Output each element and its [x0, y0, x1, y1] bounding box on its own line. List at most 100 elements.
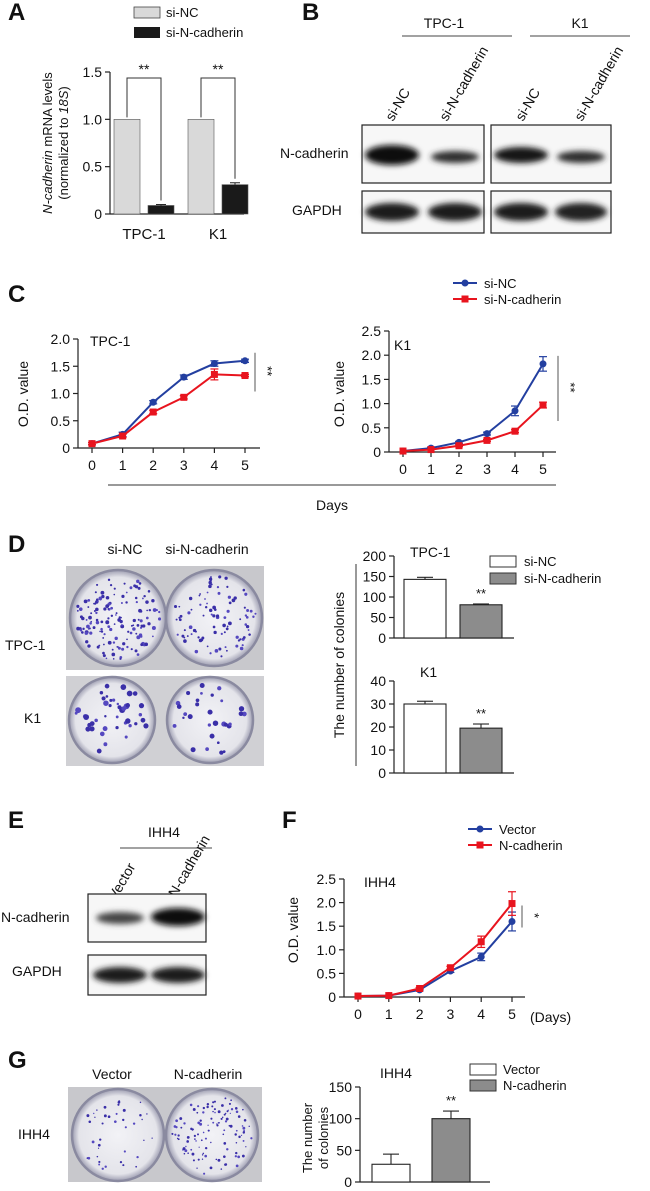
legend-swatch-si-nc — [489, 555, 517, 568]
colony — [191, 1128, 194, 1131]
bar-n-cadherin — [431, 1118, 471, 1183]
colony — [195, 1140, 197, 1142]
colony — [151, 599, 155, 603]
dish-tpc1-si-n-cadherin — [164, 568, 264, 668]
data-point-si-nc — [210, 360, 218, 368]
colony — [226, 1148, 229, 1151]
colony — [76, 604, 80, 608]
colony — [102, 654, 106, 658]
colony — [188, 596, 193, 601]
colony — [235, 644, 239, 648]
colony — [119, 619, 123, 624]
colony — [242, 636, 246, 639]
panel-c: si-NC si-N-cadherin TPC-1 K1 O.D. value … — [15, 276, 578, 513]
colony — [208, 580, 212, 585]
significance-marker: * — [527, 913, 542, 918]
colony — [103, 1105, 107, 1109]
colony — [89, 721, 95, 726]
bar-chart-tpc1: 0 50 100 150 200 ** — [363, 548, 514, 646]
colony — [138, 703, 145, 709]
y-tick-label: 0 — [373, 444, 381, 460]
bar-vector — [371, 1163, 411, 1183]
data-point-si-n-cadherin — [210, 370, 218, 378]
colony — [139, 1101, 142, 1104]
colony — [120, 684, 127, 690]
colony — [146, 609, 148, 612]
colony — [226, 609, 230, 613]
colony — [100, 620, 104, 624]
colony — [213, 630, 217, 635]
colony — [115, 612, 118, 615]
colony — [103, 643, 105, 646]
colony — [101, 594, 105, 599]
x-tick-label: 4 — [211, 457, 219, 473]
colony — [202, 1131, 205, 1134]
colony — [95, 598, 99, 602]
data-point-vector — [508, 917, 516, 925]
colony — [227, 595, 231, 599]
colony — [188, 625, 193, 630]
colony — [134, 722, 138, 726]
col-label-vector: Vector — [92, 1066, 132, 1082]
colony — [103, 633, 106, 636]
colony — [118, 1100, 121, 1103]
colony — [143, 594, 146, 598]
colony — [193, 1134, 197, 1137]
colony-dots-ihh4 — [86, 1097, 253, 1175]
panel-e: IHH4 Vector N-cadherin N-cadherin GAPDH — [1, 824, 213, 996]
y-tick-label: 1.0 — [51, 386, 71, 402]
colony — [198, 1146, 200, 1148]
colony — [213, 1100, 216, 1103]
row-label-tpc1: TPC-1 — [5, 637, 46, 653]
colony — [103, 1114, 107, 1118]
colony — [190, 747, 196, 753]
col-label-si-n-cadherin: si-N-cadherin — [165, 541, 248, 557]
colony — [235, 1151, 238, 1155]
colony — [238, 711, 244, 717]
colony — [223, 631, 226, 634]
colony — [228, 601, 232, 605]
group-label-ihh4: IHH4 — [148, 824, 180, 840]
colony — [144, 642, 149, 647]
colony — [178, 616, 181, 619]
bar-chart-ihh4: 0 50 100 150 ** — [329, 1079, 490, 1190]
colony — [200, 1139, 203, 1142]
colony — [199, 683, 205, 689]
colony — [126, 690, 133, 697]
colony — [241, 644, 244, 647]
colony — [206, 591, 209, 594]
colony — [122, 642, 126, 646]
colony — [210, 583, 213, 586]
colony — [141, 1118, 143, 1121]
panel-letter-f: F — [282, 807, 297, 834]
colony — [123, 582, 126, 585]
colony — [103, 607, 107, 611]
bar-si-nc — [403, 578, 447, 639]
colony — [209, 652, 212, 655]
colony — [224, 1163, 228, 1166]
y-tick-label: 100 — [329, 1111, 353, 1127]
colony — [206, 1103, 210, 1106]
legend-swatch-si-nc — [133, 6, 161, 19]
colony — [208, 608, 213, 613]
group-label-tpc1: TPC-1 — [424, 15, 465, 31]
colony — [187, 611, 191, 615]
colony — [138, 633, 143, 637]
colony — [222, 1133, 225, 1136]
colony — [76, 626, 80, 631]
colony — [241, 711, 247, 717]
data-point-n-cadherin — [354, 992, 362, 1000]
colony — [95, 611, 98, 615]
legend-label-si-n-cadherin: si-N-cadherin — [484, 292, 561, 307]
dish-ihh4-vector — [70, 1087, 166, 1183]
colony — [96, 1155, 99, 1158]
colony — [180, 1126, 183, 1129]
chart-title-k1: K1 — [394, 337, 411, 353]
series-line-si-n-cadherin — [91, 373, 246, 445]
colony — [139, 1114, 142, 1117]
colony — [204, 598, 206, 600]
band-tpc1-sinc-gapdh — [365, 203, 419, 221]
line-chart-ihh4: 0 0.5 1.0 1.5 2.0 2.5 0 1 2 3 4 5 * — [317, 871, 542, 1022]
colony — [97, 1147, 100, 1149]
data-point-n-cadherin — [446, 964, 454, 972]
